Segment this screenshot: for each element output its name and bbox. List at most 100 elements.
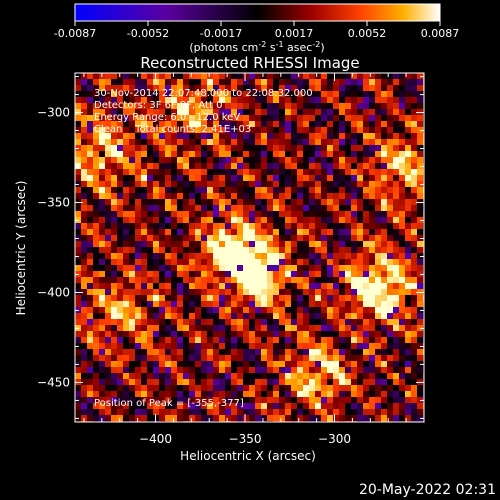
heatmap-cell: [159, 157, 166, 164]
heatmap-cell: [111, 157, 118, 164]
heatmap-cell: [165, 253, 172, 260]
heatmap-cell: [201, 217, 208, 224]
heatmap-cell: [255, 169, 262, 176]
heatmap-cell: [357, 157, 364, 164]
heatmap-cell: [201, 331, 208, 338]
heatmap-cell: [363, 145, 370, 152]
heatmap-cell: [159, 85, 166, 92]
heatmap-cell: [177, 247, 184, 254]
heatmap-cell: [123, 361, 130, 368]
heatmap-cell: [183, 121, 190, 128]
heatmap-cell: [357, 223, 364, 230]
x-tick-label: −350: [229, 432, 262, 446]
heatmap-cell: [81, 349, 88, 356]
heatmap-cell: [153, 199, 160, 206]
heatmap-cell: [111, 205, 118, 212]
heatmap-cell: [285, 259, 292, 266]
heatmap-cell: [195, 259, 202, 266]
heatmap-cell: [147, 409, 154, 416]
heatmap-cell: [165, 157, 172, 164]
heatmap-cell: [243, 379, 250, 386]
heatmap-cell: [141, 211, 148, 218]
heatmap-cell: [129, 343, 136, 350]
heatmap-cell: [201, 241, 208, 248]
heatmap-cell: [375, 163, 382, 170]
heatmap-cell: [255, 133, 262, 140]
heatmap-cell: [141, 307, 148, 314]
heatmap-cell: [339, 187, 346, 194]
heatmap-cell: [201, 289, 208, 296]
heatmap-cell: [99, 367, 106, 374]
heatmap-cell: [303, 235, 310, 242]
heatmap-cell: [297, 229, 304, 236]
heatmap-cell: [363, 355, 370, 362]
heatmap-cell: [165, 271, 172, 278]
heatmap-cell: [141, 145, 148, 152]
heatmap-cell: [207, 151, 214, 158]
heatmap-cell: [99, 391, 106, 398]
heatmap-cell: [171, 253, 178, 260]
heatmap-cell: [285, 295, 292, 302]
heatmap-cell: [381, 253, 388, 260]
heatmap-cell: [219, 313, 226, 320]
heatmap-cell: [267, 313, 274, 320]
heatmap-cell: [165, 265, 172, 272]
heatmap-cell: [381, 343, 388, 350]
heatmap-cell: [93, 307, 100, 314]
heatmap-cell: [117, 301, 124, 308]
heatmap-cell: [303, 139, 310, 146]
heatmap-cell: [147, 319, 154, 326]
heatmap-cell: [183, 301, 190, 308]
heatmap-cell: [399, 85, 406, 92]
heatmap-cell: [237, 397, 244, 404]
heatmap-cell: [267, 415, 274, 422]
heatmap-cell: [177, 175, 184, 182]
heatmap-cell: [327, 259, 334, 266]
heatmap-cell: [231, 391, 238, 398]
heatmap-cell: [195, 79, 202, 86]
heatmap-cell: [375, 265, 382, 272]
heatmap-cell: [135, 385, 142, 392]
heatmap-cell: [153, 319, 160, 326]
heatmap-cell: [309, 91, 316, 98]
heatmap-cell: [273, 145, 280, 152]
heatmap-cell: [195, 133, 202, 140]
heatmap-cell: [219, 295, 226, 302]
heatmap-cell: [123, 121, 130, 128]
heatmap-cell: [363, 121, 370, 128]
heatmap-cell: [141, 361, 148, 368]
heatmap-cell: [75, 319, 82, 326]
heatmap-cell: [303, 343, 310, 350]
heatmap-cell: [177, 253, 184, 260]
heatmap-cell: [261, 97, 268, 104]
heatmap-cell: [99, 325, 106, 332]
heatmap-cell: [369, 193, 376, 200]
heatmap-cell: [189, 217, 196, 224]
heatmap-cell: [195, 283, 202, 290]
heatmap-cell: [213, 97, 220, 104]
heatmap-cell: [135, 241, 142, 248]
heatmap-cell: [189, 385, 196, 392]
heatmap-cell: [309, 205, 316, 212]
heatmap-cell: [351, 331, 358, 338]
heatmap-cell: [327, 325, 334, 332]
heatmap-cell: [99, 217, 106, 224]
heatmap-cell: [171, 313, 178, 320]
heatmap-cell: [285, 385, 292, 392]
heatmap-cell: [243, 265, 250, 272]
heatmap-cell: [273, 283, 280, 290]
heatmap-cell: [303, 241, 310, 248]
heatmap-cell: [279, 271, 286, 278]
heatmap-cell: [183, 157, 190, 164]
heatmap-cell: [81, 253, 88, 260]
heatmap-cell: [147, 205, 154, 212]
heatmap-cell: [207, 403, 214, 410]
heatmap-cell: [93, 391, 100, 398]
heatmap-cell: [189, 409, 196, 416]
heatmap-cell: [291, 355, 298, 362]
heatmap-cell: [327, 223, 334, 230]
heatmap-cell: [129, 157, 136, 164]
heatmap-cell: [375, 115, 382, 122]
heatmap-cell: [141, 313, 148, 320]
heatmap-cell: [183, 91, 190, 98]
